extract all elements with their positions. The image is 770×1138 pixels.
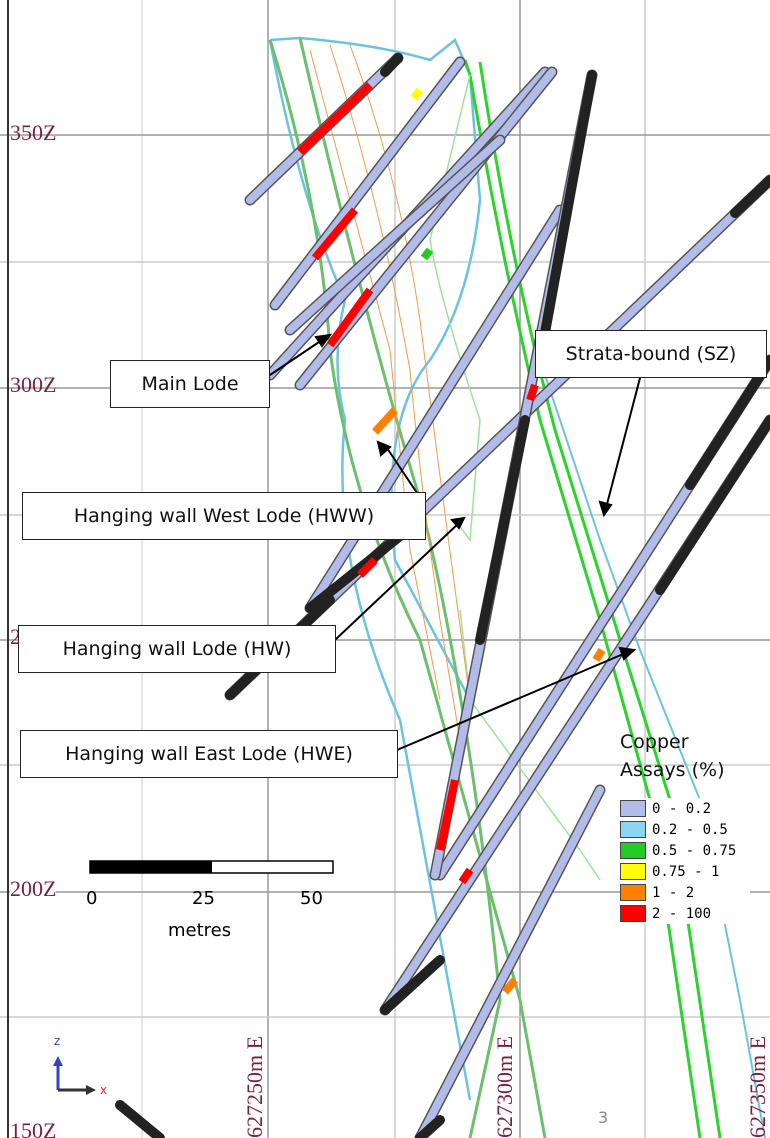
scale-tick: 25: [192, 888, 215, 909]
drill-holes: [115, 52, 770, 1138]
legend-item: 0.5 - 0.75: [620, 840, 750, 861]
legend-item: 0.75 - 1: [620, 861, 750, 882]
callout-box: Main Lode: [110, 360, 270, 408]
legend-swatch: [620, 863, 646, 880]
page-number: 3: [598, 1108, 609, 1127]
legend-label: 0.75 - 1: [652, 863, 720, 880]
callout-arrows: [269, 333, 641, 751]
callout-box: Hanging wall Lode (HW): [18, 625, 336, 673]
easting-label: 627250m E: [242, 1035, 267, 1138]
legend-swatch: [620, 884, 646, 901]
scale-unit: metres: [168, 920, 232, 941]
legend-swatch: [620, 800, 646, 817]
legend-item: 0.2 - 0.5: [620, 819, 750, 840]
legend-swatch: [620, 905, 646, 922]
legend-label: 0.5 - 0.75: [652, 842, 737, 859]
elevation-label: 300Z: [10, 372, 57, 397]
legend-item: 0 - 0.2: [620, 798, 750, 819]
axis-x-label: x: [100, 1083, 107, 1097]
legend-item: 2 - 100: [620, 903, 750, 924]
scale-tick: 0: [86, 888, 98, 909]
legend-title: Copper Assays (%): [620, 731, 725, 781]
easting-label: 627350m E: [745, 1035, 770, 1138]
legend: Copper Assays (%) 0 - 0.2 0.2 - 0.5 0.5 - …: [620, 728, 750, 924]
scale-bar: [89, 860, 334, 874]
elevation-label: 200Z: [10, 876, 57, 902]
callout-box: Hanging wall East Lode (HWE): [20, 730, 398, 778]
scale-tick: 50: [300, 888, 323, 909]
legend-label: 2 - 100: [652, 905, 712, 922]
legend-label: 0 - 0.2: [652, 800, 712, 817]
legend-label: 1 - 2: [652, 884, 695, 901]
easting-label: 627300m E: [492, 1035, 517, 1138]
axis-icon: z x: [53, 1034, 107, 1097]
callout-box: Hanging wall West Lode (HWW): [22, 492, 426, 540]
legend-item: 1 - 2: [620, 882, 750, 903]
elevation-label: 150Z: [10, 1118, 57, 1138]
legend-swatch: [620, 821, 646, 838]
elevation-label: 350Z: [10, 120, 57, 145]
legend-label: 0.2 - 0.5: [652, 821, 728, 838]
legend-items: 0 - 0.2 0.2 - 0.5 0.5 - 0.75 0.75 - 1 1 - 2 2…: [620, 798, 750, 924]
legend-swatch: [620, 842, 646, 859]
callout-box: Strata-bound (SZ): [535, 330, 767, 378]
axis-z-label: z: [54, 1034, 60, 1048]
